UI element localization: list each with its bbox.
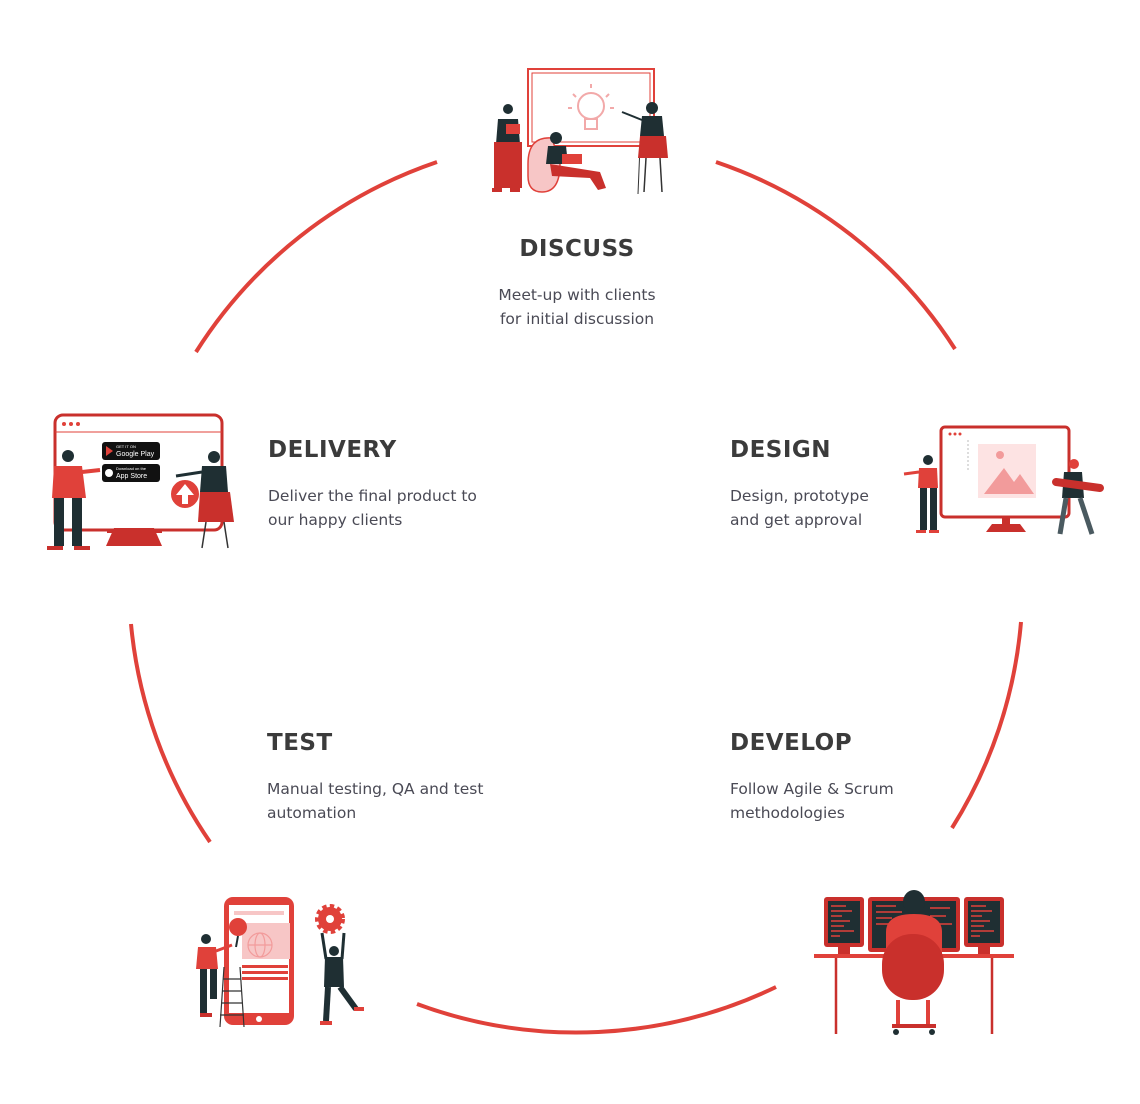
app-store-badge: Download on the App Store [102,464,160,482]
woman-pointing [621,102,668,193]
image-placeholder-icon [984,451,1034,494]
globe-icon [247,932,273,958]
man-holding-gear [320,932,364,1025]
step-description: Follow Agile & Scrum methodologies [730,780,894,822]
step-title: DESIGN [730,437,832,463]
step-delivery: DELIVERY Deliver the final product to ou… [268,437,528,532]
svg-text:Download on the: Download on the [116,466,147,471]
lightbulb-icon [568,84,614,130]
step-title: DISCUSS [519,236,635,262]
arc-delivery-to-discuss [194,160,438,354]
tester-on-ladder [196,934,233,1017]
step-discuss: DISCUSS Meet-up with clients for initial… [440,236,714,331]
woman-with-pencil [1052,459,1104,535]
code-monitor [824,897,864,954]
upload-icon [169,478,201,510]
ladder [219,966,245,1028]
develop-illustration [814,890,1014,1035]
arc-test-to-delivery [129,623,212,844]
arc-discuss-to-design [715,160,957,351]
google-play-badge: GET IT ON Google Play [102,442,160,460]
person-on-beanbag [527,132,606,193]
step-description: Deliver the final product to our happy c… [268,487,477,529]
svg-text:App Store: App Store [116,473,147,480]
woman-designer [903,455,939,533]
step-description: Manual testing, QA and test automation [267,780,484,822]
gear-icon [315,904,345,934]
step-test: TEST Manual testing, QA and test automat… [267,730,527,825]
svg-text:Google Play: Google Play [116,451,155,458]
delivery-illustration: GET IT ON Google Play Download on the Ap… [47,413,234,550]
discuss-illustration [492,68,668,195]
step-description: Design, prototype and get approval [730,487,869,529]
code-monitor [964,897,1004,954]
design-illustration [903,425,1104,535]
step-design: DESIGN Design, prototype and get approva… [730,437,930,532]
step-title: TEST [267,730,333,756]
arc-develop-to-test [416,985,777,1035]
developer-at-desk [882,890,944,1035]
step-develop: DEVELOP Follow Agile & Scrum methodologi… [730,730,950,825]
step-title: DELIVERY [268,437,397,463]
step-title: DEVELOP [730,730,853,756]
woman-pressing-upload [175,451,234,549]
test-illustration [196,897,364,1028]
man-presenting [47,450,101,550]
arc-design-to-develop [950,621,1023,830]
man-with-notebook [492,104,522,192]
svg-text:GET IT ON: GET IT ON [116,444,136,449]
step-description: Meet-up with clients for initial discuss… [498,286,656,328]
magnifier-icon [229,918,247,948]
